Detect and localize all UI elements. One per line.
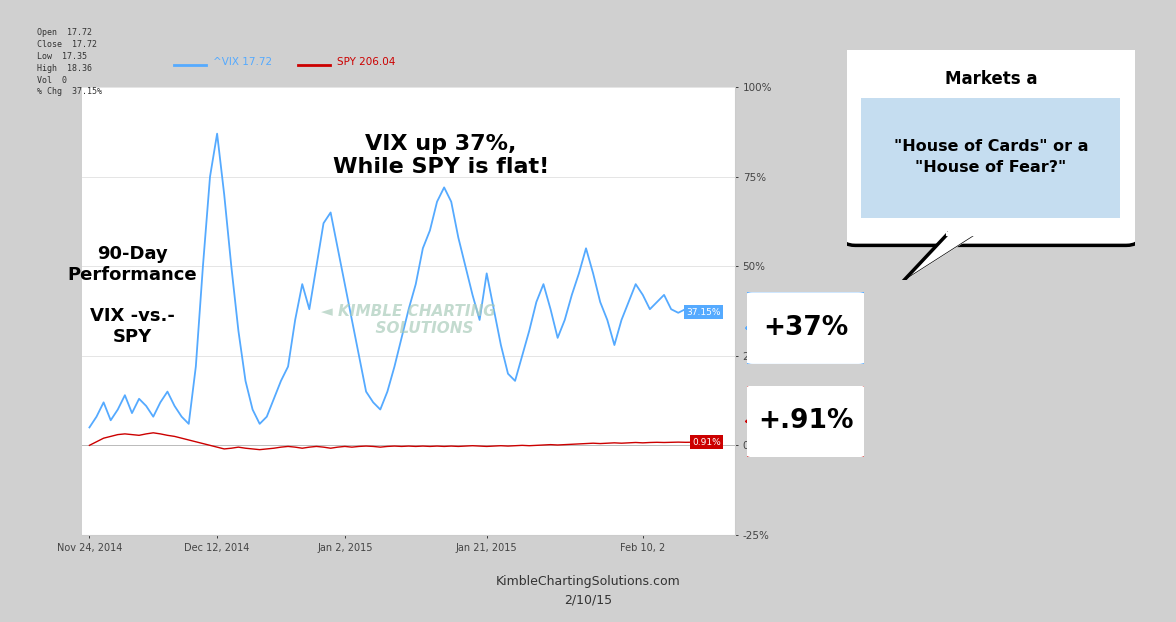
Text: Markets a: Markets a xyxy=(944,70,1037,88)
Text: +37%: +37% xyxy=(763,315,848,341)
FancyBboxPatch shape xyxy=(861,98,1121,218)
Text: 90-Day
Performance

VIX -vs.-
SPY: 90-Day Performance VIX -vs.- SPY xyxy=(67,245,198,346)
Text: 37.15%: 37.15% xyxy=(687,308,721,317)
Text: ^VIX 17.72: ^VIX 17.72 xyxy=(213,57,272,67)
Text: KimbleChartingSolutions.com
2/10/15: KimbleChartingSolutions.com 2/10/15 xyxy=(495,575,681,606)
Text: Open  17.72
Close  17.72
Low  17.35
High  18.36
Vol  0
% Chg  37.15%: Open 17.72 Close 17.72 Low 17.35 High 18… xyxy=(36,29,101,96)
FancyBboxPatch shape xyxy=(743,290,868,366)
Text: SPY 206.04: SPY 206.04 xyxy=(336,57,395,67)
FancyBboxPatch shape xyxy=(743,384,868,459)
Text: +.91%: +.91% xyxy=(757,409,854,434)
Text: 0.91%: 0.91% xyxy=(691,438,721,447)
Text: ◄ KIMBLE CHARTING
      SOLUTIONS: ◄ KIMBLE CHARTING SOLUTIONS xyxy=(321,304,496,336)
Text: VIX up 37%,
While SPY is flat!: VIX up 37%, While SPY is flat! xyxy=(333,134,549,177)
Polygon shape xyxy=(904,234,976,280)
FancyBboxPatch shape xyxy=(841,43,1141,245)
Text: "House of Cards" or a
"House of Fear?": "House of Cards" or a "House of Fear?" xyxy=(894,139,1088,175)
